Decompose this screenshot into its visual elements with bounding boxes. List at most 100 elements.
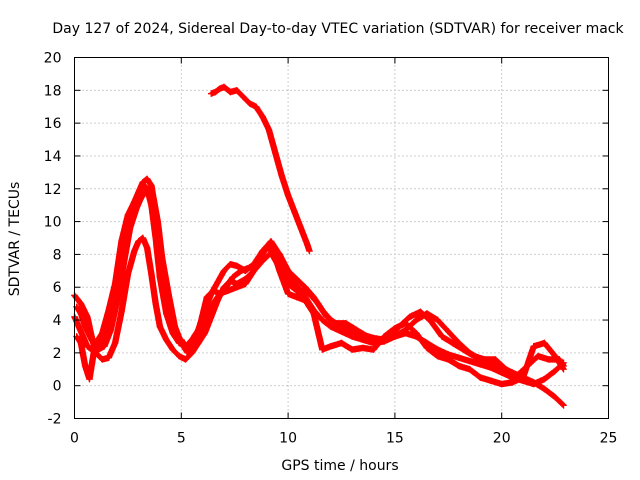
- data-point: [438, 333, 446, 340]
- data-point: [259, 113, 266, 120]
- data-point: [551, 367, 559, 375]
- data-point: [171, 323, 179, 330]
- series-track-4: [73, 185, 567, 379]
- data-point: [551, 394, 559, 401]
- data-point: [220, 83, 228, 91]
- data-point: [105, 307, 112, 314]
- data-point: [423, 344, 431, 352]
- data-point: [88, 336, 95, 343]
- data-point: [158, 254, 166, 261]
- data-point: [139, 234, 147, 242]
- data-point: [560, 402, 567, 409]
- data-point: [304, 241, 311, 248]
- data-point: [363, 333, 371, 340]
- data-point: [246, 264, 253, 271]
- data-point: [233, 284, 240, 291]
- data-point: [319, 316, 326, 324]
- y-tick-label: 10: [44, 215, 62, 231]
- data-point: [184, 349, 191, 357]
- data-point: [293, 293, 300, 301]
- data-point: [291, 208, 298, 215]
- data-point: [79, 333, 87, 340]
- data-point: [210, 287, 217, 294]
- data-point: [111, 339, 119, 347]
- data-point: [541, 339, 548, 347]
- y-tick-label: 6: [53, 280, 62, 296]
- data-point: [216, 290, 223, 297]
- x-tick-label: 5: [177, 431, 186, 447]
- data-point: [242, 280, 249, 288]
- data-point: [306, 290, 313, 297]
- series-markers: [71, 175, 567, 388]
- data-point: [182, 356, 189, 363]
- y-tick-label: 14: [44, 149, 62, 165]
- data-point: [152, 300, 159, 307]
- data-point: [327, 323, 334, 330]
- data-point: [148, 270, 155, 278]
- data-point: [396, 323, 403, 330]
- data-point: [94, 346, 102, 353]
- data-point: [246, 100, 253, 107]
- data-point: [220, 267, 228, 274]
- data-point: [545, 356, 552, 363]
- series-track-3: [71, 175, 567, 388]
- data-point: [216, 85, 223, 92]
- data-point: [353, 326, 360, 334]
- data-point: [265, 126, 273, 133]
- data-point: [492, 356, 499, 363]
- data-point: [278, 172, 285, 179]
- data-point: [124, 270, 132, 278]
- y-tick-label: 20: [44, 51, 62, 67]
- data-point: [541, 375, 548, 383]
- data-point: [524, 362, 531, 370]
- data-point: [280, 261, 287, 268]
- data-point: [513, 372, 520, 379]
- data-point: [203, 316, 211, 324]
- data-point: [498, 380, 505, 388]
- y-tick-label: 8: [53, 247, 62, 263]
- data-point: [466, 357, 473, 365]
- data-point: [314, 300, 322, 307]
- data-point: [131, 247, 138, 255]
- data-point: [124, 211, 132, 219]
- data-point: [519, 374, 527, 381]
- data-point: [156, 323, 164, 330]
- data-point: [240, 93, 247, 101]
- data-point: [342, 320, 349, 327]
- data-point: [233, 262, 240, 270]
- data-point: [455, 362, 463, 370]
- y-tick-label: 2: [53, 346, 62, 362]
- data-point: [284, 192, 292, 199]
- data-point: [252, 103, 260, 110]
- data-point: [359, 344, 367, 352]
- data-point: [176, 352, 183, 360]
- data-point: [169, 346, 176, 353]
- data-point: [90, 349, 97, 357]
- data-point: [197, 333, 204, 340]
- data-point: [487, 364, 495, 371]
- data-point: [502, 366, 510, 373]
- x-tick-label: 25: [600, 431, 618, 447]
- data-point: [107, 326, 114, 334]
- y-tick-label: 0: [53, 379, 62, 395]
- data-point: [276, 267, 283, 274]
- y-tick-label: 12: [44, 182, 62, 198]
- data-point: [477, 374, 484, 381]
- data-point: [99, 356, 106, 363]
- data-point: [498, 369, 505, 376]
- data-point: [413, 330, 420, 337]
- data-point: [434, 352, 441, 360]
- data-point: [135, 188, 142, 196]
- data-point: [310, 310, 317, 317]
- data-point: [227, 88, 234, 96]
- data-point: [434, 346, 441, 353]
- series-track-5: [208, 83, 313, 255]
- y-tick-label: 16: [44, 116, 62, 132]
- data-point: [210, 300, 217, 307]
- data-point: [233, 87, 240, 94]
- data-point: [370, 346, 377, 353]
- x-axis-label: GPS time / hours: [281, 458, 398, 474]
- data-point: [413, 316, 420, 324]
- data-point: [135, 238, 142, 245]
